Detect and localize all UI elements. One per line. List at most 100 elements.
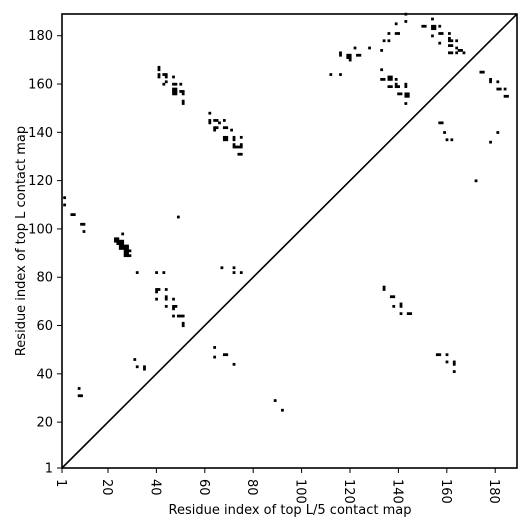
upper-contact-cell	[496, 87, 500, 91]
upper-contact-cell	[431, 24, 434, 28]
lower-contact-cell	[121, 242, 125, 245]
lower-contact-cell	[452, 360, 456, 364]
lower-contact-cell	[123, 254, 127, 258]
lower-contact-cell	[172, 304, 175, 308]
upper-contact-cell	[172, 87, 175, 91]
upper-contact-cell	[387, 85, 391, 89]
upper-contact-cell	[438, 32, 442, 35]
upper-contact-cell	[462, 51, 466, 55]
upper-contact-cell	[225, 135, 229, 139]
upper-contact-cell	[172, 75, 175, 79]
lower-contact-cell	[172, 297, 175, 301]
upper-contact-cell	[164, 75, 168, 79]
upper-contact-cell	[213, 119, 217, 122]
upper-contact-cell	[208, 111, 212, 115]
upper-contact-cell	[479, 70, 483, 74]
upper-contact-cell	[356, 53, 359, 57]
upper-contact-cell	[389, 75, 393, 79]
upper-contact-cell	[506, 94, 509, 98]
upper-contact-cell	[239, 143, 243, 146]
upper-contact-cell	[179, 82, 183, 86]
upper-contact-cell	[503, 87, 507, 91]
lower-contact-cell	[389, 295, 393, 299]
upper-contact-cell	[368, 46, 371, 50]
upper-contact-cell	[404, 82, 408, 86]
upper-contact-cell	[421, 24, 425, 28]
upper-contact-cell	[387, 32, 391, 35]
lower-contact-cell	[164, 304, 168, 308]
upper-contact-cell	[389, 85, 393, 89]
upper-contact-cell	[404, 20, 408, 23]
lower-contact-cell	[80, 222, 83, 226]
upper-contact-cell	[222, 126, 226, 130]
plot-area	[61, 12, 518, 469]
x-tick-label: 20	[99, 479, 114, 496]
upper-contact-cell	[389, 77, 393, 81]
lower-contact-cell	[399, 312, 403, 316]
lower-contact-cell	[121, 244, 125, 248]
upper-contact-cell	[380, 77, 384, 81]
lower-contact-cell	[232, 266, 236, 270]
upper-contact-cell	[339, 53, 342, 57]
lower-contact-cell	[155, 290, 158, 294]
lower-contact-cell	[82, 222, 86, 226]
x-axis-label: Residue index of top L/5 contact map	[169, 503, 412, 518]
lower-contact-cell	[176, 314, 180, 318]
lower-contact-cell	[118, 242, 122, 245]
lower-contact-cell	[172, 314, 175, 318]
upper-contact-cell	[406, 92, 410, 96]
lower-contact-cell	[116, 239, 120, 243]
upper-contact-cell	[438, 121, 442, 125]
upper-contact-cell	[348, 58, 352, 62]
y-tick-label: 180	[28, 29, 53, 44]
lower-contact-cell	[77, 387, 81, 390]
upper-contact-cell	[164, 80, 168, 84]
upper-contact-cell	[450, 51, 454, 55]
x-tick-label: 40	[147, 479, 162, 496]
lower-contact-cell	[232, 271, 236, 274]
lower-contact-cell	[164, 288, 168, 291]
upper-contact-cell	[222, 119, 226, 122]
y-tick-label: 120	[28, 174, 53, 189]
lower-contact-cell	[118, 239, 122, 243]
upper-contact-cell	[433, 24, 437, 28]
upper-contact-cell	[162, 82, 166, 86]
x-tick-label: 80	[244, 479, 259, 496]
upper-contact-cell	[239, 145, 243, 149]
x-tick-label: 160	[438, 479, 453, 504]
upper-contact-cell	[232, 138, 236, 142]
upper-contact-cell	[172, 82, 175, 86]
upper-contact-cell	[346, 56, 350, 60]
lower-contact-cell	[126, 254, 129, 258]
lower-contact-cell	[126, 244, 129, 248]
upper-contact-cell	[450, 39, 454, 43]
x-tick-label: 180	[486, 479, 501, 504]
lower-contact-cell	[121, 239, 125, 243]
upper-contact-cell	[387, 75, 391, 79]
lower-contact-cell	[155, 271, 158, 274]
upper-contact-cell	[382, 39, 386, 43]
lower-contact-cell	[155, 297, 158, 301]
upper-contact-cell	[404, 85, 408, 89]
upper-contact-cell	[397, 32, 400, 35]
lower-contact-cell	[143, 365, 146, 369]
lower-contact-cell	[174, 304, 178, 308]
upper-contact-cell	[172, 90, 175, 93]
upper-contact-cell	[157, 68, 161, 72]
lower-contact-cell	[445, 353, 449, 357]
upper-contact-cell	[443, 131, 446, 134]
upper-contact-cell	[397, 85, 400, 89]
lower-contact-cell	[399, 302, 403, 306]
upper-contact-cell	[438, 41, 442, 45]
upper-contact-cell	[339, 73, 342, 76]
upper-contact-cell	[445, 138, 449, 142]
upper-contact-cell	[450, 138, 454, 142]
lower-contact-cell	[123, 247, 127, 250]
upper-contact-cell	[208, 119, 212, 122]
upper-contact-cell	[431, 17, 434, 21]
x-tick-label: 120	[341, 479, 356, 504]
lower-contact-cell	[126, 251, 129, 255]
upper-contact-cell	[348, 53, 352, 57]
upper-contact-cell	[232, 135, 236, 139]
lower-contact-cell	[438, 353, 442, 357]
